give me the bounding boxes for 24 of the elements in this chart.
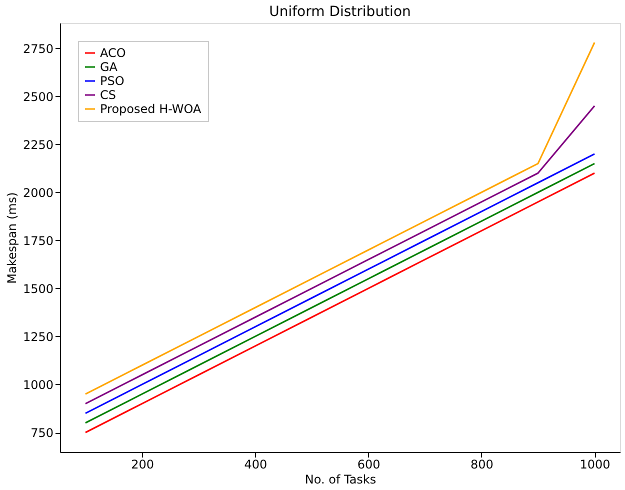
y-tick-label: 2500 [22,90,54,104]
y-tick-label: 1750 [22,234,54,248]
y-tick-label: 1000 [22,378,54,392]
x-tick-label: 1000 [580,458,610,472]
x-tick-label: 800 [470,458,494,472]
y-axis-title: Makespan (ms) [4,192,19,284]
legend-label: Proposed H-WOA [100,102,202,116]
y-tick-label: 750 [30,426,54,440]
legend-label: CS [100,88,116,102]
y-tick-label: 1500 [22,282,54,296]
legend-label: PSO [100,74,124,88]
legend-label: GA [100,60,118,74]
x-tick-label: 400 [244,458,268,472]
line-series [84,105,596,404]
y-tick-label: 1250 [22,330,54,344]
x-tick-label: 600 [357,458,380,472]
y-tick-label: 2250 [22,138,54,152]
x-axis-title: No. of Tasks [304,472,376,486]
y-tick-label: 2000 [22,186,54,200]
chart-title: Uniform Distribution [269,4,411,20]
legend-label: ACO [100,46,126,60]
y-tick-label: 2750 [22,42,54,56]
x-tick-label: 200 [131,458,154,472]
line-series [84,42,596,395]
